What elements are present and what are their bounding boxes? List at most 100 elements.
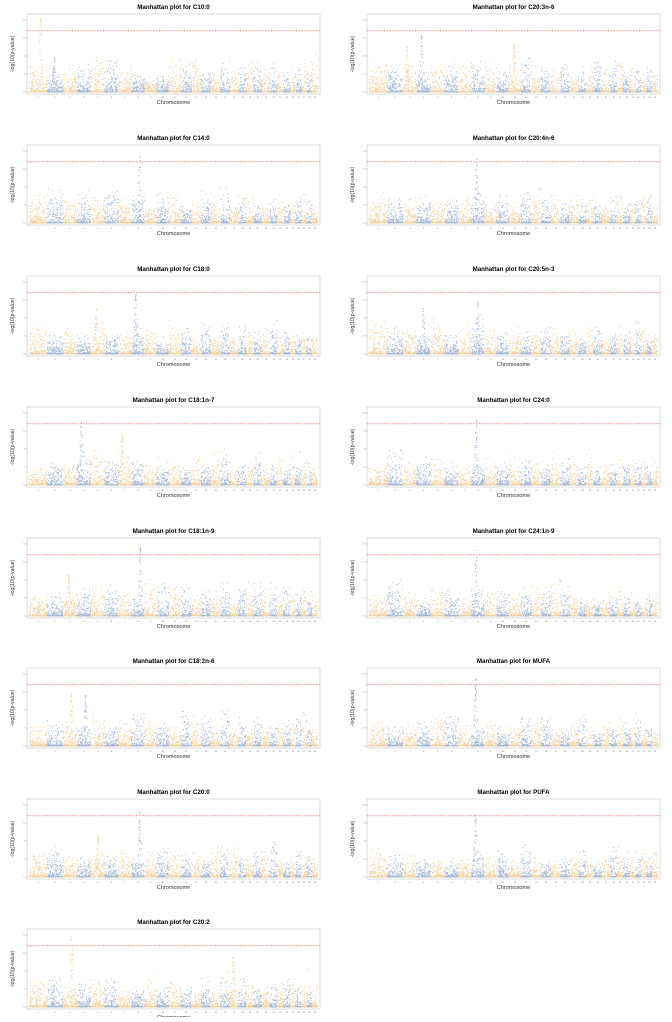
snp-point (74, 86, 75, 87)
snp-point (46, 86, 47, 87)
snp-point (53, 83, 54, 84)
snp-point (51, 74, 52, 75)
snp-point (32, 79, 33, 80)
snp-point (69, 69, 70, 70)
snp-point (57, 90, 58, 91)
snp-point (75, 71, 76, 72)
snp-point (64, 75, 65, 76)
snp-point (90, 73, 91, 74)
snp-point (52, 78, 53, 79)
peak-point (54, 57, 55, 58)
peak-point (40, 19, 41, 20)
snp-point (54, 77, 55, 78)
snp-points (29, 19, 319, 93)
snp-point (86, 85, 87, 86)
snp-point (72, 79, 73, 80)
snp-point (63, 74, 64, 75)
snp-point (49, 86, 50, 87)
snp-point (67, 80, 68, 81)
snp-point (43, 87, 44, 88)
snp-point (61, 84, 62, 85)
snp-point (89, 76, 90, 77)
snp-point (67, 79, 68, 80)
snp-point (31, 82, 32, 83)
snp-point (54, 65, 55, 66)
snp-point (35, 86, 36, 87)
snp-point (35, 75, 36, 76)
snp-point (62, 82, 63, 83)
snp-point (42, 90, 43, 91)
snp-point (63, 69, 64, 70)
snp-point (29, 67, 30, 68)
snp-point (39, 82, 40, 83)
snp-point (33, 76, 34, 77)
snp-point (55, 84, 56, 85)
snp-point (89, 78, 90, 79)
snp-point (68, 79, 69, 80)
snp-point (65, 89, 66, 90)
y-tick-label: 6 (23, 38, 24, 40)
snp-point (42, 60, 43, 61)
snp-point (40, 25, 41, 26)
snp-point (47, 90, 48, 91)
snp-point (33, 79, 34, 80)
y-tick-label: 8 (23, 20, 24, 22)
snp-point (41, 73, 42, 74)
snp-point (42, 67, 43, 68)
snp-point (39, 65, 40, 66)
snp-point (60, 83, 61, 84)
snp-point (43, 91, 44, 92)
snp-point (53, 70, 54, 71)
snp-point (35, 71, 36, 72)
snp-point (41, 81, 42, 82)
snp-point (42, 91, 43, 92)
snp-point (51, 91, 52, 92)
snp-point (59, 81, 60, 82)
snp-point (31, 77, 32, 78)
snp-point (49, 84, 50, 85)
snp-point (59, 77, 60, 78)
snp-point (53, 79, 54, 80)
snp-point (55, 71, 56, 72)
snp-point (76, 88, 77, 89)
snp-point (41, 35, 42, 36)
snp-point (68, 82, 69, 83)
snp-point (68, 91, 69, 92)
snp-point (66, 88, 67, 89)
snp-point (52, 80, 53, 81)
snp-point (49, 88, 50, 89)
figure-canvas: Manhattan plot for C10:002468-log(10(p-v… (0, 0, 672, 1017)
snp-point (43, 85, 44, 86)
snp-point (39, 51, 40, 52)
snp-point (76, 86, 77, 87)
snp-point (39, 40, 40, 41)
snp-point (57, 87, 58, 88)
snp-point (75, 81, 76, 82)
snp-point (31, 86, 32, 87)
plot-title: Manhattan plot for C10:0 (137, 4, 210, 11)
snp-point (39, 28, 40, 29)
snp-point (42, 76, 43, 77)
snp-point (40, 49, 41, 50)
snp-point (66, 89, 67, 90)
snp-point (33, 88, 34, 89)
snp-point (40, 46, 41, 47)
snp-point (78, 86, 79, 87)
snp-point (56, 89, 57, 90)
snp-point (33, 72, 34, 73)
snp-point (64, 73, 65, 74)
snp-point (33, 90, 34, 91)
snp-point (42, 84, 43, 85)
snp-point (36, 91, 37, 92)
snp-point (31, 87, 32, 88)
y-axis-label: -log(10(p-value) (10, 35, 16, 72)
y-tick-label: 0 (23, 92, 24, 94)
snp-point (54, 82, 55, 83)
snp-point (55, 72, 56, 73)
snp-point (56, 85, 57, 86)
snp-point (44, 70, 45, 71)
snp-point (68, 89, 69, 90)
snp-point (52, 88, 53, 89)
snp-point (31, 89, 32, 90)
snp-point (72, 91, 73, 92)
